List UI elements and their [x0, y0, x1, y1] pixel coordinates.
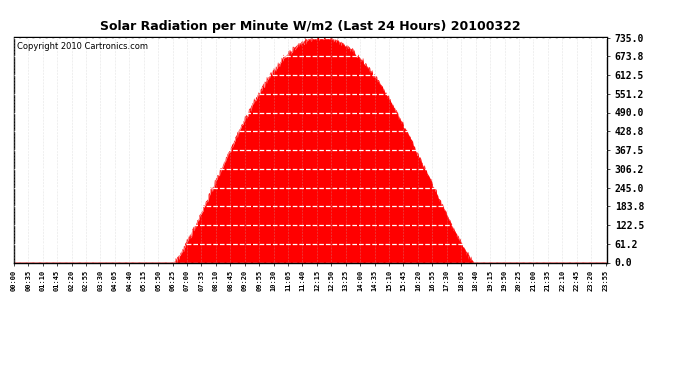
Text: Solar Radiation per Minute W/m2 (Last 24 Hours) 20100322: Solar Radiation per Minute W/m2 (Last 24… [100, 20, 521, 33]
Text: Copyright 2010 Cartronics.com: Copyright 2010 Cartronics.com [17, 42, 148, 51]
